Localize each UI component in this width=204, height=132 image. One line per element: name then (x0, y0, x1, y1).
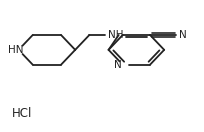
Text: HN: HN (8, 45, 23, 55)
Text: NH: NH (107, 30, 122, 40)
Text: N: N (113, 60, 121, 70)
Text: HCl: HCl (11, 107, 32, 120)
Text: N: N (178, 30, 186, 40)
